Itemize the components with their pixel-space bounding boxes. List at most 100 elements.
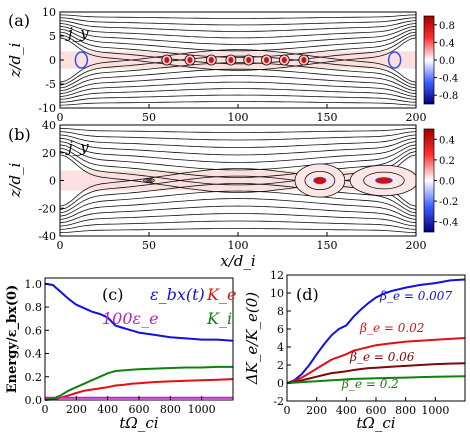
island-core	[375, 177, 393, 184]
y-tick-label: -2	[273, 395, 284, 408]
colorbar-tick-label: 0.4	[439, 38, 455, 49]
panel-c-ylabel: Energy/ε_bx(0)	[5, 285, 20, 393]
series-line-1	[44, 378, 234, 401]
y-tick-label: 0	[49, 175, 56, 188]
field-line	[60, 49, 416, 83]
panel-b-colorbar	[423, 128, 435, 233]
colorbar-tick-label: 0.2	[439, 156, 455, 167]
panel-c-y-ticks: 0.0 0.2 0.4 0.6 0.8 1.0	[25, 278, 49, 407]
x-tick-label: 0	[284, 404, 291, 417]
x-tick-label: 100	[228, 111, 249, 124]
y-tick-label: 0	[49, 54, 56, 67]
field-line	[60, 94, 416, 103]
y-tick-label: 12	[270, 269, 284, 282]
panel-b-ylabel: z/d_i	[6, 162, 24, 198]
x-tick-label: 1000	[188, 403, 216, 416]
colorbar-tick-label: -0.2	[439, 197, 458, 208]
y-tick-label: 20	[42, 147, 56, 160]
x-tick-label: 0	[57, 111, 64, 124]
x-tick-label: 400	[336, 404, 357, 417]
legend-beta-002: β_e = 0.02	[359, 321, 424, 335]
colorbar-tick-label: 0.8	[439, 21, 455, 32]
panel-c: 0.0 0.2 0.4 0.6 0.8 1.0 0 200 400 600 800 1000 (c)…	[5, 277, 236, 432]
field-line	[60, 34, 416, 65]
legend-eps-bx: ε_bx(t)	[150, 285, 205, 304]
x-tick-label: 200	[406, 111, 427, 124]
field-line	[60, 220, 416, 230]
island-core	[187, 57, 193, 63]
y-tick-label: 0.0	[25, 394, 43, 407]
legend-beta-0007: β_e = 0.007	[379, 289, 452, 303]
series-line-0	[44, 282, 234, 342]
field-line	[60, 28, 416, 52]
colorbar-tick-label: 0.0	[439, 56, 455, 67]
panel-a-colorbar-ticks: 0.8 0.4 0.0 -0.4 -0.8	[434, 21, 458, 102]
legend-ke: K_e	[206, 285, 236, 304]
y-tick-label: 2	[277, 359, 284, 372]
x-tick-label: 200	[306, 404, 327, 417]
colorbar-tick-label: -0.4	[439, 218, 458, 229]
panel-b-field-label: j_y	[65, 138, 89, 156]
field-line	[60, 134, 416, 148]
colorbar-tick-label: -0.8	[439, 91, 458, 102]
y-tick-label: 0.4	[25, 348, 43, 361]
field-line	[60, 228, 416, 234]
y-tick-label: -20	[38, 202, 56, 215]
island-core	[146, 178, 152, 183]
panel-a-field-lines	[60, 14, 416, 106]
field-line	[60, 81, 416, 97]
y-tick-label: 4	[277, 341, 284, 354]
x-tick-label: 600	[366, 404, 387, 417]
panel-d-xlabel: tΩ_ci	[356, 414, 395, 432]
panel-d-ylabel: ΔK_e/K_e(0)	[243, 292, 261, 385]
x-tick-label: 0	[57, 239, 64, 252]
island-core	[228, 57, 234, 63]
panel-c-x-ticks: 0 200 400 600 800 1000	[42, 396, 216, 416]
field-line	[60, 88, 416, 100]
panel-d-y-ticks: -2 0 2 4 6 8 10 12	[270, 269, 291, 408]
panel-d-label: (d)	[296, 285, 319, 304]
series-line-2	[286, 362, 466, 384]
panel-a-x-ticks: 0 50 100 150 200	[57, 104, 427, 124]
island-contour	[363, 171, 405, 190]
y-tick-label: 0.2	[25, 371, 43, 384]
panel-b-colorbar-ticks: 0.4 0.2 0.0 -0.2 -0.4	[434, 135, 458, 229]
island-core	[164, 57, 170, 63]
y-tick-label: 0.6	[25, 324, 43, 337]
legend-beta-006: β_e = 0.06	[349, 350, 415, 364]
field-line	[60, 137, 416, 156]
island-core	[301, 57, 307, 63]
panel-a-colorbar	[423, 15, 435, 105]
colorbar-tick-label: -0.4	[439, 74, 458, 85]
panel-b-label: (b)	[8, 125, 31, 144]
panel-d-series	[286, 278, 466, 384]
y-tick-label: 5	[49, 30, 56, 43]
y-tick-label: 1.0	[25, 278, 43, 291]
field-line	[60, 198, 416, 220]
x-tick-label: 50	[142, 111, 156, 124]
panel-c-series	[44, 282, 234, 401]
colorbar-tick-label: 0.0	[439, 177, 455, 188]
panel-a-field-label: j_y	[65, 24, 89, 42]
panel-b-x-ticks: 0 50 100 150 200	[57, 232, 427, 252]
x-tick-label: 800	[160, 403, 181, 416]
field-line	[60, 213, 416, 227]
x-tick-label: 600	[129, 403, 150, 416]
x-point-edge	[387, 51, 402, 69]
panel-a-islands	[74, 51, 402, 69]
y-tick-label: 10	[42, 6, 56, 19]
current-sheet-band	[60, 51, 416, 69]
field-line	[60, 37, 416, 71]
panel-a-label: (a)	[8, 11, 30, 30]
y-tick-label: -10	[38, 102, 56, 115]
series-line-0	[286, 278, 466, 384]
island-core	[246, 57, 252, 63]
x-tick-label: 0	[42, 403, 49, 416]
island-core	[313, 176, 327, 185]
field-line	[60, 144, 416, 171]
island-contour	[304, 170, 336, 191]
legend-100eps-e: 100ε_e	[102, 309, 159, 328]
panel-b-xlabel: x/d_i	[220, 252, 256, 270]
